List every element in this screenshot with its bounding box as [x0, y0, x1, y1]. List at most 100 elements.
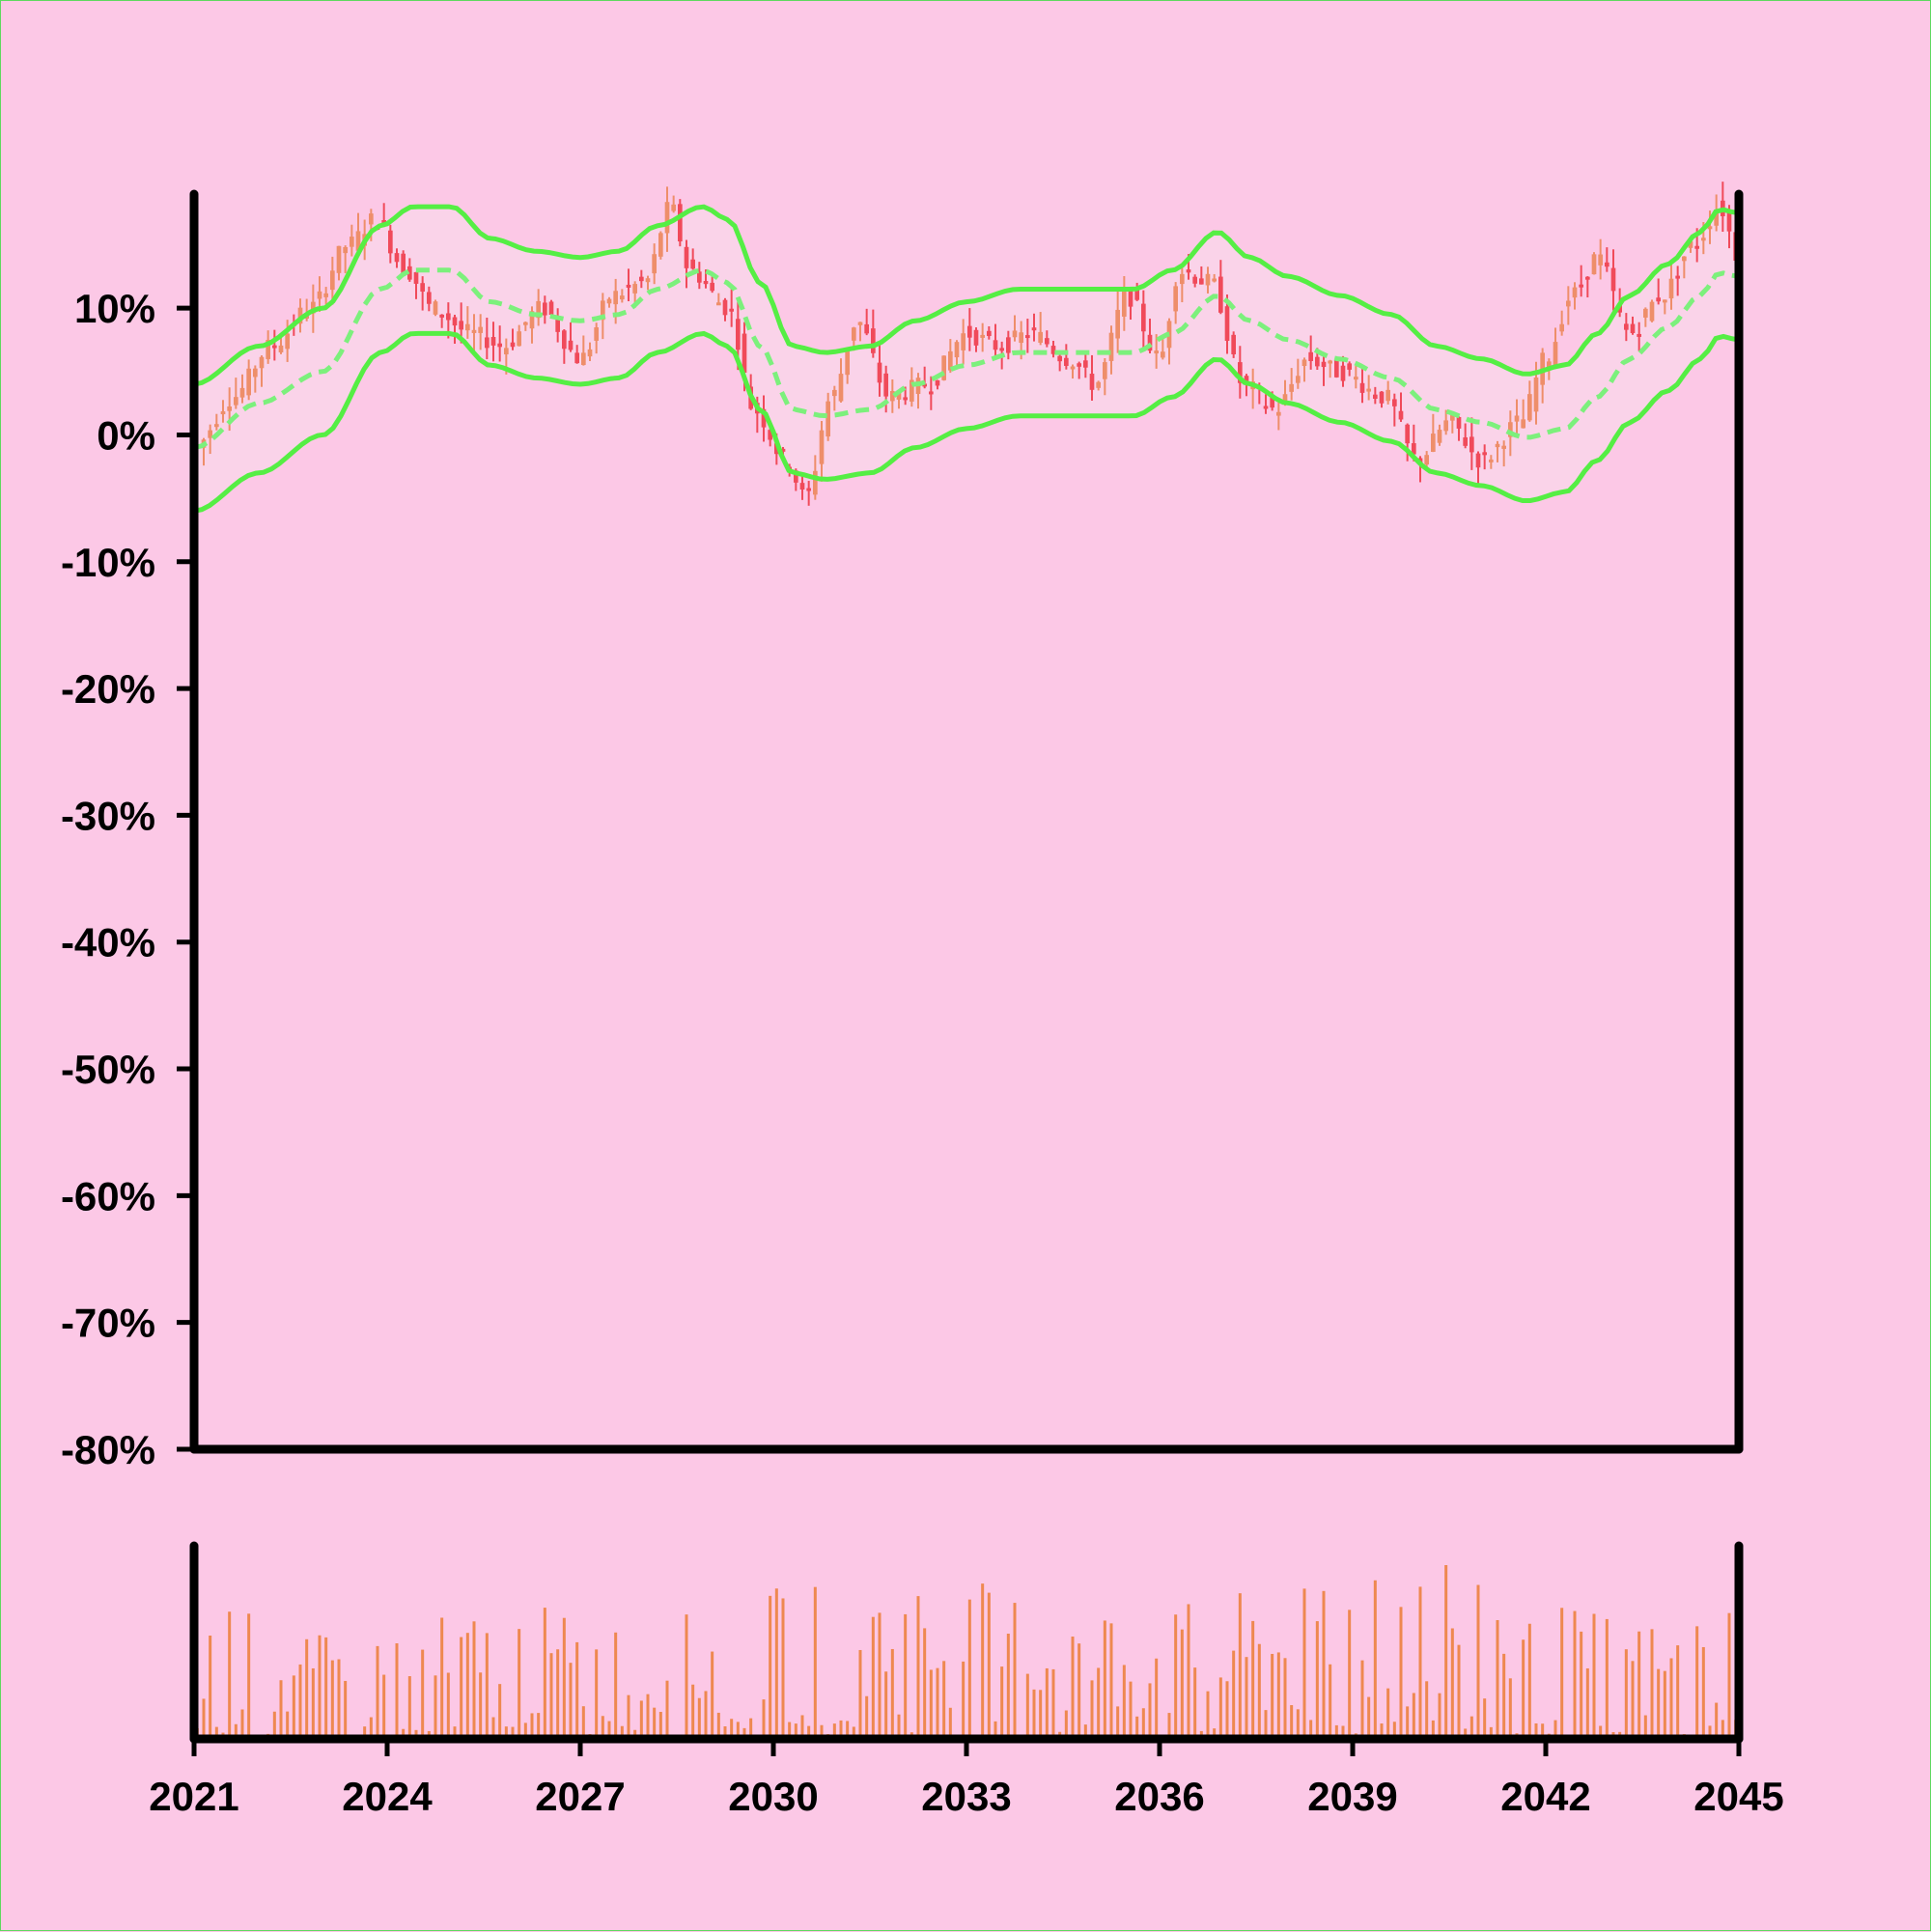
candle-body	[973, 329, 979, 346]
candle-body	[1115, 309, 1120, 339]
volume-bar	[839, 1720, 843, 1739]
band-fill	[194, 207, 1739, 512]
candle-body	[1707, 226, 1713, 230]
volume-bar	[363, 1726, 367, 1739]
volume-bar	[1122, 1665, 1126, 1739]
candle-body	[1205, 273, 1211, 286]
volume-bar	[318, 1635, 322, 1739]
candle-body	[761, 408, 767, 428]
candle-body	[388, 230, 393, 254]
candle-body	[832, 389, 837, 397]
candle-body	[993, 340, 998, 350]
volume-bar	[614, 1632, 618, 1739]
candle-body	[1605, 262, 1609, 267]
candle-body	[1224, 306, 1230, 342]
candle-body	[639, 276, 644, 282]
volume-bar	[1380, 1723, 1384, 1739]
volume-bar	[279, 1680, 283, 1739]
volume-bar	[1695, 1626, 1699, 1739]
volume-bar	[1585, 1667, 1589, 1739]
candle-body	[1366, 388, 1371, 392]
candle-body	[1694, 245, 1699, 249]
candle-body	[935, 379, 940, 386]
volume-bar	[344, 1680, 348, 1739]
volume-bar	[1025, 1673, 1029, 1739]
candle-body	[606, 298, 612, 304]
volume-bar	[1077, 1643, 1081, 1739]
candle-body	[1663, 299, 1667, 303]
candle-body	[1321, 361, 1327, 368]
candle-body	[1328, 360, 1332, 364]
y-tick-label: -60%	[61, 1173, 155, 1218]
candle-body	[311, 301, 316, 314]
candle-body	[1064, 357, 1069, 366]
candle-body	[1373, 394, 1378, 399]
volume-bar	[1322, 1590, 1326, 1739]
volume-bar	[1580, 1631, 1583, 1739]
volume-bar	[575, 1641, 579, 1739]
candle-body	[929, 391, 934, 395]
volume-bar	[369, 1717, 373, 1739]
volume-bar	[1650, 1629, 1654, 1739]
candle-body	[1379, 391, 1385, 404]
volume-bar	[749, 1718, 753, 1739]
candle-body	[234, 397, 238, 406]
volume-bar	[1013, 1603, 1017, 1739]
volume-bar	[1341, 1725, 1345, 1739]
volume-bar	[209, 1635, 212, 1739]
volume-bar	[1155, 1658, 1159, 1739]
volume-bar	[1412, 1693, 1415, 1739]
x-tick-label: 2036	[1114, 1774, 1204, 1819]
candle-body	[478, 326, 483, 333]
candle-body	[1083, 360, 1088, 368]
volume-bar	[595, 1649, 599, 1739]
volume-bar	[1213, 1728, 1217, 1739]
candle-body	[259, 356, 265, 369]
volume-bar	[1206, 1691, 1210, 1739]
volume-bar	[711, 1651, 714, 1739]
y-tick-label: -40%	[61, 920, 155, 966]
volume-bar	[1097, 1667, 1101, 1739]
candle-body	[671, 204, 676, 211]
candle-body	[1437, 430, 1442, 443]
volume-bar	[292, 1675, 295, 1739]
candle-body	[1161, 351, 1165, 358]
candle-body	[350, 237, 354, 247]
volume-bar	[993, 1721, 997, 1739]
candle-body	[1276, 411, 1281, 416]
volume-panel	[195, 1565, 1738, 1739]
volume-bar	[202, 1698, 206, 1739]
y-tick-label: -30%	[61, 793, 155, 838]
candle-body	[1141, 303, 1146, 332]
candle-body	[446, 313, 451, 321]
volume-bar	[1032, 1689, 1036, 1739]
volume-bar	[1541, 1723, 1545, 1739]
candle-body	[838, 374, 844, 402]
volume-bar	[311, 1667, 315, 1739]
volume-bar	[272, 1711, 276, 1739]
volume-bar	[1592, 1613, 1596, 1739]
volume-bar	[981, 1583, 985, 1739]
volume-bar	[240, 1709, 244, 1739]
candle-body	[1443, 420, 1448, 432]
candle-body	[722, 299, 728, 316]
volume-bar	[769, 1595, 772, 1739]
candle-body	[987, 330, 992, 336]
volume-bar	[1329, 1664, 1332, 1739]
candle-body	[1566, 300, 1571, 307]
candle-body	[780, 448, 786, 452]
candle-body	[510, 342, 516, 348]
candle-body	[1637, 333, 1641, 337]
candle-body	[1559, 323, 1564, 332]
candle-body	[1244, 376, 1249, 381]
volume-bar	[1715, 1702, 1719, 1739]
candle-body	[1218, 276, 1223, 313]
candle-body	[1392, 399, 1397, 406]
candle-body	[220, 411, 226, 415]
volume-bar	[581, 1706, 585, 1739]
candle-body	[883, 373, 888, 397]
candle-body	[1469, 436, 1474, 453]
candle-body	[1585, 276, 1590, 280]
candle-body	[1031, 327, 1037, 331]
x-tick-label: 2033	[921, 1774, 1011, 1819]
